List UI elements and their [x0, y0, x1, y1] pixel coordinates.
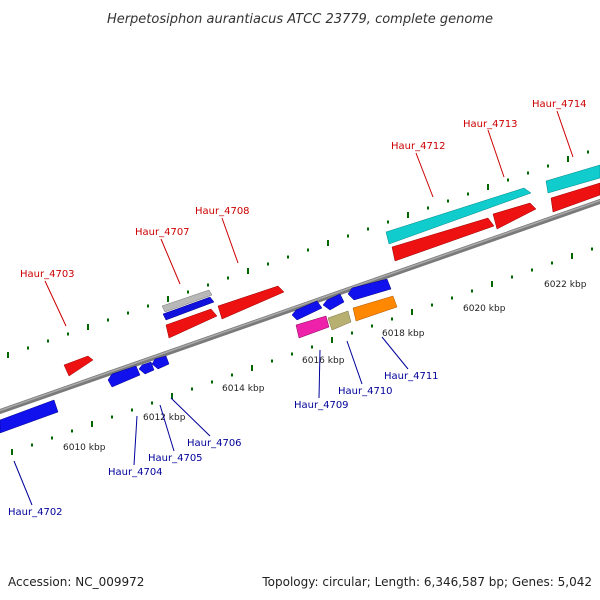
scale-label: 6014 kbp: [222, 384, 265, 394]
gene-labels-bottom: Haur_4702 Haur_4704 Haur_4705 Haur_4706 …: [8, 371, 439, 518]
scale-label: 6020 kbp: [463, 304, 506, 314]
scale-label: 6016 kbp: [302, 356, 345, 366]
gene-arrow-haur-4704[interactable]: [107, 365, 141, 388]
scale-label: 6010 kbp: [63, 443, 106, 453]
gene-arrow-haur-4712-cyan[interactable]: [385, 187, 532, 245]
gene-label-haur-4702[interactable]: Haur_4702: [8, 507, 63, 518]
genome-backbone-highlight: [0, 199, 600, 412]
gene-label-haur-4710[interactable]: Haur_4710: [338, 386, 393, 397]
gene-arrow-haur-4707-grey[interactable]: [161, 289, 213, 313]
gene-label-haur-4704[interactable]: Haur_4704: [108, 467, 163, 478]
gene-label-haur-4709[interactable]: Haur_4709: [294, 400, 349, 411]
scale-label: 6018 kbp: [382, 329, 425, 339]
accession-text: Accession: NC_009972: [8, 575, 144, 589]
gene-arrow-haur-4707[interactable]: [165, 308, 218, 339]
gene-arrow-haur-4708[interactable]: [217, 285, 285, 320]
gene-label-haur-4711[interactable]: Haur_4711: [384, 371, 439, 382]
gene-label-haur-4706[interactable]: Haur_4706: [187, 438, 242, 449]
map-title: Herpetosiphon aurantiacus ATCC 23779, co…: [107, 12, 493, 27]
gene-arrow-haur-4710-blue[interactable]: [322, 293, 345, 311]
gene-label-haur-4707[interactable]: Haur_4707: [135, 227, 190, 238]
genome-summary-text: Topology: circular; Length: 6,346,587 bp…: [261, 575, 592, 589]
tick-track-top: [7, 150, 589, 358]
tick-track-bottom: [11, 247, 593, 455]
gene-label-haur-4713[interactable]: Haur_4713: [463, 119, 518, 130]
gene-arrow-haur-4709-blue[interactable]: [291, 300, 323, 321]
gene-label-haur-4714[interactable]: Haur_4714: [532, 99, 587, 110]
gene-arrow-haur-4714-cyan[interactable]: [545, 164, 600, 194]
gene-arrow-haur-4710[interactable]: [327, 310, 352, 331]
genome-backbone: [0, 198, 600, 415]
gene-label-haur-4703[interactable]: Haur_4703: [20, 269, 75, 280]
scale-label: 6022 kbp: [544, 280, 587, 290]
gene-arrow-haur-4705[interactable]: [138, 361, 155, 375]
gene-arrow-haur-4712[interactable]: [391, 217, 495, 262]
gene-arrow-haur-4709[interactable]: [295, 315, 330, 339]
gene-arrow-haur-4707-blue[interactable]: [162, 296, 215, 321]
gene-labels-top: Haur_4703 Haur_4707 Haur_4708 Haur_4712 …: [20, 99, 587, 280]
label-leaders: [13, 110, 574, 506]
gene-arrow-haur-4702[interactable]: [0, 399, 59, 434]
gene-arrow-haur-4711-blue[interactable]: [347, 278, 392, 301]
gene-arrow-haur-4706[interactable]: [151, 355, 170, 370]
gene-label-haur-4705[interactable]: Haur_4705: [148, 453, 203, 464]
gene-features-top: [63, 164, 600, 377]
gene-arrow-haur-4713[interactable]: [492, 202, 537, 230]
gene-arrow-haur-4703[interactable]: [63, 355, 94, 377]
gene-arrow-haur-4714[interactable]: [550, 182, 600, 213]
gene-features-bottom: [0, 278, 398, 434]
gene-label-haur-4708[interactable]: Haur_4708: [195, 206, 250, 217]
gene-label-haur-4712[interactable]: Haur_4712: [391, 141, 446, 152]
gene-arrow-haur-4711[interactable]: [352, 295, 398, 322]
